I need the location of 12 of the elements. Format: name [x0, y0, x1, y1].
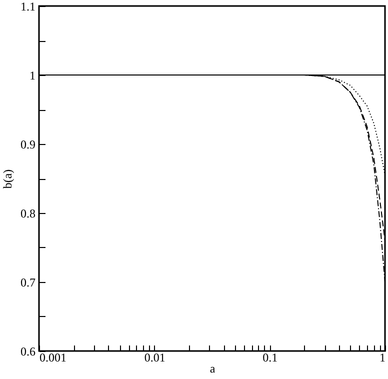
- y-tick-label: 0.6: [20, 344, 36, 358]
- y-tick-label: 0.9: [20, 138, 36, 152]
- x-tick-label: 1: [380, 350, 386, 364]
- y-tick-label: 1: [30, 68, 36, 82]
- y-tick-label: 0.7: [20, 276, 36, 290]
- x-tick-label: 0.1: [262, 350, 278, 364]
- x-axis-title: a: [210, 362, 216, 376]
- x-tick-label: 0.001: [40, 350, 66, 364]
- y-tick-label: 1.1: [20, 0, 36, 14]
- y-axis-title: b(a): [0, 169, 14, 189]
- y-tick-label: 0.8: [20, 206, 36, 220]
- x-tick-label: 0.01: [144, 350, 166, 364]
